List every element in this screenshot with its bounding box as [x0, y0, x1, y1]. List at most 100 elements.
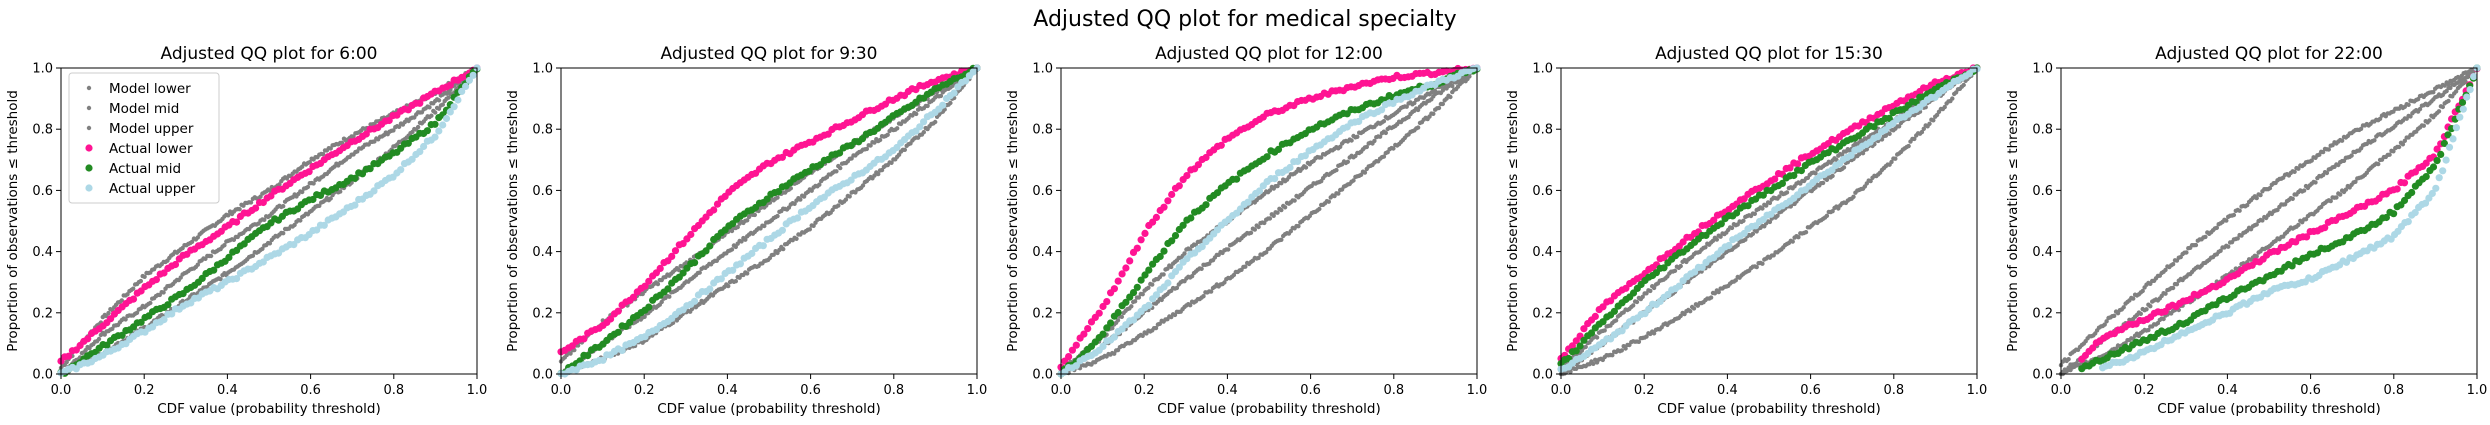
data-point	[1114, 277, 1122, 285]
data-point	[1146, 285, 1151, 290]
data-point	[1415, 125, 1421, 130]
data-point	[1262, 220, 1267, 226]
x-tick-label: 1.0	[1467, 383, 1488, 398]
data-point	[618, 346, 626, 354]
data-point	[292, 222, 297, 228]
data-point	[433, 110, 438, 115]
y-tick-label: 0.4	[532, 245, 553, 260]
data-point	[397, 166, 405, 174]
x-tick-label: 1.0	[467, 383, 488, 398]
data-point	[1619, 348, 1625, 353]
data-point	[645, 303, 653, 311]
data-point	[2231, 212, 2237, 218]
data-point	[138, 278, 143, 284]
data-point	[788, 186, 793, 191]
data-point	[729, 266, 737, 274]
data-point	[1188, 303, 1193, 308]
data-point	[226, 213, 231, 218]
data-point	[446, 108, 454, 116]
data-point	[691, 297, 699, 305]
data-point	[431, 120, 439, 128]
data-point	[752, 212, 757, 218]
x-tick-label: 0.2	[1634, 383, 1655, 398]
x-tick-label: 0.2	[1134, 383, 1155, 398]
data-point	[736, 260, 745, 268]
data-point	[834, 169, 839, 174]
data-point	[2326, 147, 2331, 152]
data-point	[1168, 190, 1176, 199]
data-point	[1803, 230, 1809, 235]
data-point	[1303, 165, 1309, 170]
data-point	[106, 310, 111, 316]
data-point	[743, 237, 748, 242]
data-point	[1292, 198, 1297, 203]
data-point	[1243, 264, 1248, 269]
x-tick-label: 0.8	[1383, 383, 1404, 398]
data-point	[2203, 234, 2208, 240]
data-point	[313, 226, 321, 234]
data-point	[1851, 194, 1856, 199]
data-point	[152, 276, 160, 284]
data-point	[872, 173, 877, 178]
legend-label: Model upper	[109, 121, 194, 137]
data-point	[1133, 283, 1141, 291]
data-point	[2406, 102, 2411, 108]
data-point	[2436, 109, 2442, 114]
data-point	[431, 133, 439, 141]
data-point	[676, 267, 681, 273]
data-point	[1887, 131, 1892, 136]
data-point	[1754, 264, 1759, 270]
data-point	[775, 213, 780, 219]
x-tick-label: 0.0	[1051, 383, 1072, 398]
y-tick-label: 0.6	[1032, 184, 1053, 199]
data-point	[1841, 165, 1847, 170]
data-point	[794, 214, 802, 222]
data-point	[1927, 121, 1932, 127]
data-point	[450, 103, 458, 111]
data-point	[1267, 188, 1273, 193]
data-point	[1784, 190, 1790, 195]
data-point	[1126, 257, 1134, 265]
data-point	[962, 77, 970, 85]
data-point	[1961, 82, 1966, 88]
data-point	[739, 239, 744, 244]
data-point	[328, 196, 333, 201]
data-point	[148, 300, 153, 306]
series-model-mid	[58, 66, 480, 375]
data-point	[218, 277, 223, 282]
data-point	[2184, 250, 2189, 255]
data-point	[1226, 247, 1231, 252]
y-tick-label: 0.6	[532, 184, 553, 199]
data-point	[706, 285, 714, 293]
axes-frame	[560, 67, 978, 375]
data-point	[65, 352, 73, 360]
data-point	[102, 332, 107, 337]
panel-title: Adjusted QQ plot for 15:30	[1655, 44, 1883, 64]
figure-suptitle: Adjusted QQ plot for medical specialty	[1033, 7, 1456, 32]
x-tick-label: 0.6	[300, 383, 321, 398]
data-point	[423, 127, 431, 135]
data-point	[1591, 361, 1596, 366]
data-point	[876, 171, 881, 177]
series-actual-lower	[57, 64, 481, 365]
y-axis-label: Proportion of observations ≤ threshold	[1505, 90, 1521, 352]
legend-label: Model mid	[109, 101, 179, 117]
y-tick-label: 0.8	[532, 123, 553, 138]
data-point	[2393, 185, 2401, 193]
data-point	[1893, 156, 1898, 161]
data-point	[2427, 118, 2432, 123]
data-point	[860, 183, 866, 188]
y-tick-label: 0.4	[1532, 245, 1553, 260]
data-point	[748, 249, 756, 258]
x-tick-label: 0.0	[51, 383, 72, 398]
data-point	[868, 143, 873, 148]
data-point	[689, 306, 695, 312]
data-point	[237, 207, 242, 212]
data-point	[416, 148, 424, 156]
data-point	[1160, 247, 1168, 255]
data-point	[759, 242, 767, 250]
data-point	[362, 130, 370, 138]
data-point	[778, 153, 787, 161]
data-point	[1161, 272, 1166, 277]
data-point	[1122, 264, 1130, 272]
